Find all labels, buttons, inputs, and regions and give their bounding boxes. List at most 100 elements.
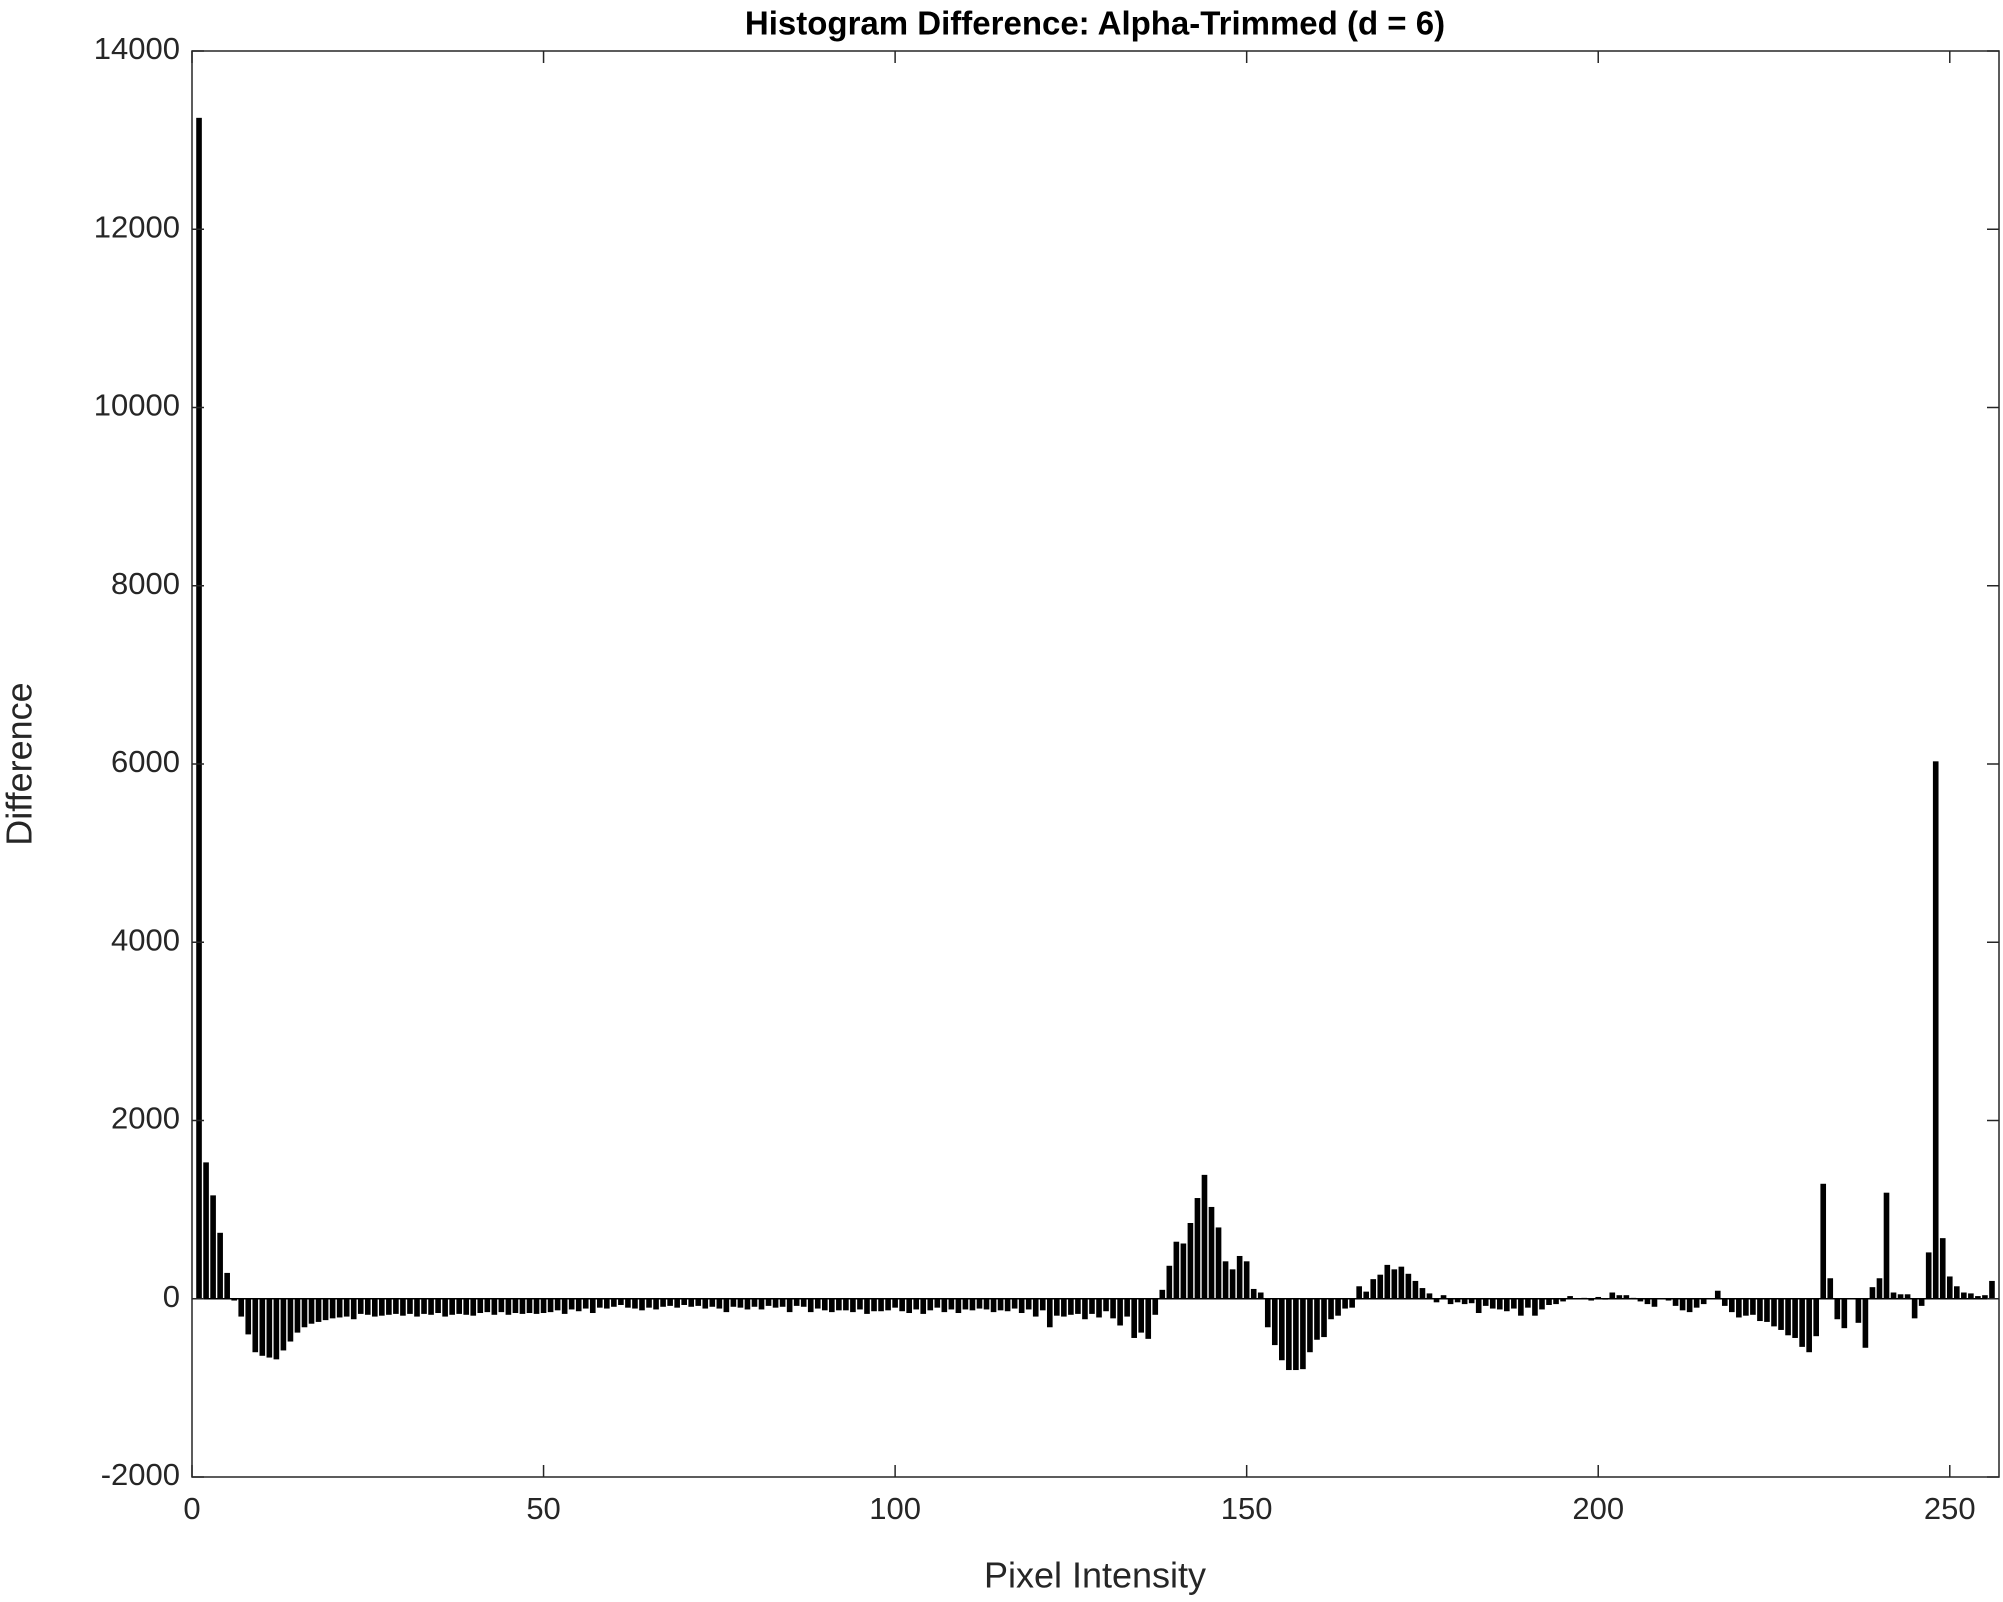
- bar: [1525, 1298, 1531, 1308]
- bar: [1567, 1296, 1573, 1299]
- bar: [1229, 1269, 1236, 1299]
- bar: [660, 1298, 666, 1307]
- bar: [1152, 1298, 1159, 1315]
- bar: [245, 1298, 252, 1335]
- bar: [1215, 1227, 1222, 1299]
- bar: [1335, 1298, 1341, 1316]
- bar: [913, 1298, 920, 1310]
- bar: [1011, 1298, 1018, 1309]
- bar: [1356, 1286, 1362, 1299]
- bar: [1159, 1289, 1166, 1299]
- bar: [1539, 1298, 1545, 1310]
- bar: [1384, 1264, 1391, 1299]
- bar: [1201, 1174, 1208, 1299]
- bar: [1616, 1295, 1623, 1299]
- x-tick-label: 100: [869, 1491, 921, 1526]
- bar: [1806, 1298, 1812, 1353]
- bar: [1025, 1298, 1032, 1310]
- bar: [1103, 1298, 1109, 1312]
- bar: [899, 1298, 905, 1312]
- bar: [1834, 1298, 1841, 1320]
- y-tick-label: 8000: [111, 566, 180, 601]
- bar: [1124, 1298, 1130, 1317]
- bar: [1307, 1298, 1313, 1353]
- bar: [1954, 1286, 1960, 1299]
- bar: [653, 1298, 659, 1310]
- bar: [1939, 1238, 1946, 1299]
- bar: [814, 1298, 821, 1309]
- bar: [400, 1298, 406, 1316]
- chart-title: Histogram Difference: Alpha-Trimmed (d =…: [745, 5, 1445, 42]
- bar: [1398, 1266, 1405, 1299]
- bar: [667, 1298, 673, 1306]
- bar: [336, 1298, 343, 1318]
- bar: [850, 1298, 856, 1313]
- y-tick-label: 10000: [94, 388, 180, 423]
- bar: [1257, 1292, 1264, 1299]
- bar: [1743, 1298, 1749, 1316]
- bar: [1054, 1298, 1060, 1316]
- bar: [779, 1298, 786, 1307]
- bar: [1349, 1298, 1355, 1308]
- bar: [892, 1298, 898, 1308]
- bar: [1651, 1298, 1658, 1307]
- bar: [210, 1195, 216, 1299]
- bar: [1461, 1298, 1468, 1305]
- bar: [491, 1298, 498, 1315]
- bar: [681, 1298, 687, 1305]
- bar: [976, 1298, 983, 1309]
- bar: [871, 1298, 877, 1312]
- bar: [1032, 1298, 1039, 1317]
- bar: [505, 1298, 512, 1315]
- x-tick-label: 0: [183, 1491, 200, 1526]
- bar: [1468, 1298, 1475, 1304]
- bar: [1890, 1292, 1897, 1299]
- bar: [1068, 1298, 1074, 1315]
- bar: [906, 1298, 912, 1314]
- bar: [1609, 1292, 1616, 1299]
- bar: [526, 1298, 533, 1314]
- bar: [1968, 1293, 1974, 1299]
- bar: [1799, 1298, 1805, 1347]
- bar: [1293, 1298, 1299, 1371]
- bar: [1496, 1298, 1503, 1310]
- bar: [997, 1298, 1004, 1311]
- bar: [519, 1298, 526, 1314]
- bar: [1454, 1298, 1461, 1303]
- bar: [1729, 1298, 1735, 1313]
- bar: [1897, 1294, 1904, 1299]
- x-axis-label: Pixel Intensity: [984, 1555, 1206, 1596]
- bar: [948, 1298, 955, 1310]
- bar: [1018, 1298, 1025, 1314]
- bar: [589, 1298, 596, 1314]
- bar: [625, 1298, 631, 1308]
- bar: [1433, 1298, 1440, 1303]
- bar: [990, 1298, 997, 1313]
- bar: [1975, 1296, 1981, 1299]
- bar: [596, 1298, 603, 1308]
- bar: [1644, 1298, 1651, 1305]
- bar: [618, 1298, 624, 1305]
- bar: [287, 1298, 294, 1342]
- bar: [280, 1298, 287, 1351]
- bar: [1131, 1298, 1137, 1338]
- bar: [821, 1298, 828, 1311]
- bar: [350, 1298, 357, 1320]
- bar: [1532, 1298, 1538, 1316]
- bar: [1855, 1298, 1862, 1323]
- y-tick-label: 0: [163, 1279, 180, 1314]
- bar: [955, 1298, 962, 1314]
- bar: [1447, 1298, 1454, 1305]
- bar: [723, 1298, 730, 1313]
- bar: [196, 117, 202, 1299]
- bar: [1328, 1298, 1334, 1320]
- y-tick-label: -2000: [101, 1457, 180, 1492]
- bar: [1222, 1261, 1229, 1299]
- bar: [1918, 1298, 1925, 1306]
- bar: [1314, 1298, 1320, 1340]
- bar: [1475, 1298, 1482, 1314]
- bar: [702, 1298, 709, 1309]
- bar: [1363, 1291, 1370, 1299]
- bar: [1553, 1298, 1559, 1305]
- x-tick-label: 200: [1572, 1491, 1624, 1526]
